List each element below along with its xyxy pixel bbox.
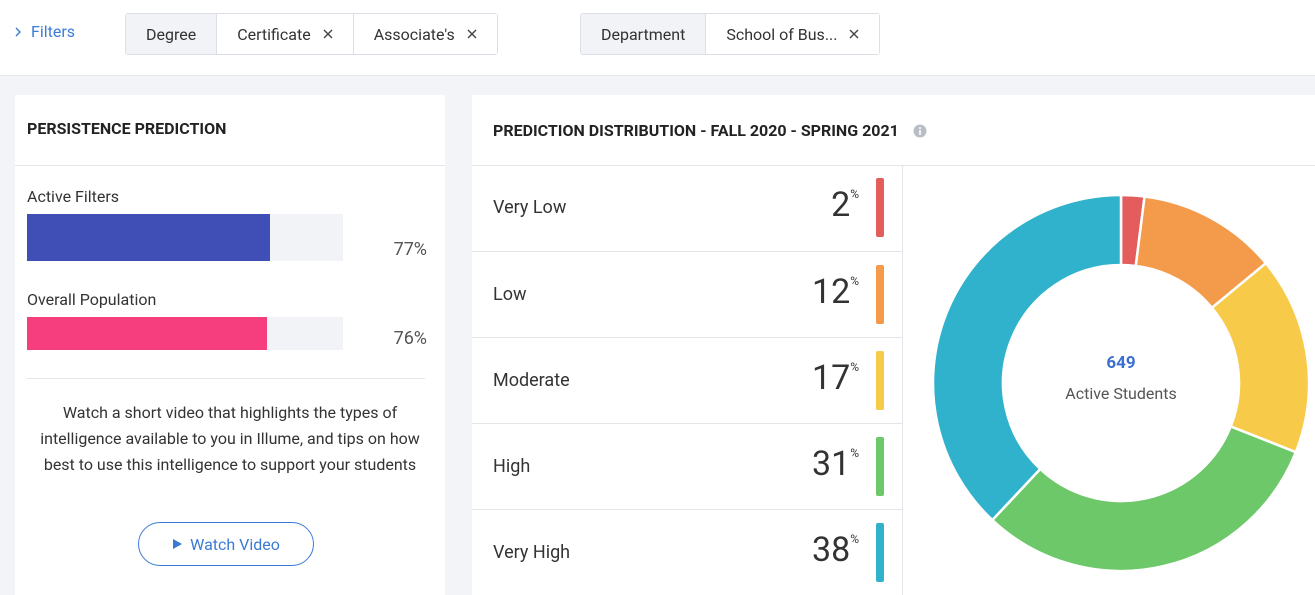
- filters-toggle[interactable]: Filters: [15, 22, 75, 41]
- level-swatch: [876, 265, 884, 324]
- description: Watch a short video that highlights the …: [40, 403, 420, 474]
- value-unit: %: [850, 446, 859, 460]
- divider: [472, 165, 1315, 166]
- bar-track: [27, 214, 343, 261]
- value-unit: %: [850, 187, 859, 201]
- level-value: 31%: [812, 444, 859, 484]
- total-label: Active Students: [1065, 384, 1176, 403]
- level-value: 38%: [812, 530, 859, 570]
- cross: [849, 29, 859, 39]
- panel-title: PERSISTENCE PREDICTION: [27, 119, 227, 138]
- level-list: Very Low 2% Low 12% Moderate 17% High 31% Very H…: [472, 165, 903, 595]
- level-label: Very Low: [493, 197, 567, 218]
- bar-track: [27, 317, 343, 350]
- bar-label: Overall Population: [27, 290, 157, 309]
- donut-chart: 649 Active Students: [931, 193, 1311, 573]
- value-number: 2: [831, 185, 851, 225]
- value-number: 17: [811, 358, 851, 398]
- value-number: 38: [811, 530, 851, 570]
- info-icon[interactable]: [913, 124, 927, 138]
- remove-icon[interactable]: [467, 29, 477, 39]
- level-swatch: [876, 523, 884, 582]
- filter-bar: Filters Degree Certificate Associate's Depa…: [0, 0, 1315, 76]
- remove-icon[interactable]: [323, 29, 333, 39]
- donut-segment: [931, 193, 1123, 522]
- divider: [27, 378, 425, 379]
- total-value: 649: [1106, 353, 1135, 373]
- bar-fill: [27, 214, 271, 261]
- filter-category: Degree: [126, 14, 217, 54]
- level-label: Moderate: [493, 370, 570, 391]
- filter-group: Degree Certificate Associate's: [125, 13, 498, 55]
- level-row: Very High 38%: [472, 509, 903, 595]
- level-value: 12%: [812, 272, 859, 312]
- filter-category: Department: [581, 14, 706, 54]
- chip-label: Certificate: [237, 24, 311, 44]
- cross: [467, 29, 477, 39]
- level-swatch: [876, 351, 884, 410]
- value-unit: %: [850, 532, 859, 546]
- watch-video-button[interactable]: Watch Video: [138, 522, 314, 566]
- play-icon: [173, 539, 183, 549]
- level-value: 2%: [831, 185, 859, 225]
- level-value: 17%: [812, 358, 859, 398]
- filter-chip[interactable]: Certificate: [216, 14, 353, 54]
- panel-header: PREDICTION DISTRIBUTION - FALL 2020 - SP…: [493, 121, 927, 140]
- filter-chip[interactable]: School of Bus...: [705, 14, 880, 54]
- bar-fill: [27, 317, 268, 350]
- persistence-panel: PERSISTENCE PREDICTION Active Filters 77%…: [15, 95, 445, 595]
- level-swatch: [876, 178, 884, 237]
- chip-label: School of Bus...: [726, 24, 838, 44]
- value-number: 12: [811, 272, 851, 312]
- divider: [15, 165, 445, 166]
- cross: [323, 29, 333, 39]
- level-swatch: [876, 437, 884, 496]
- level-row: Low 12%: [472, 251, 903, 337]
- bar-value: 77%: [393, 239, 427, 260]
- level-label: High: [493, 456, 531, 477]
- filter-chip[interactable]: Associate's: [352, 14, 497, 54]
- bar-value: 76%: [393, 328, 427, 349]
- filter-group: Department School of Bus...: [580, 13, 881, 55]
- level-row: High 31%: [472, 423, 903, 509]
- value-unit: %: [850, 360, 859, 374]
- filters-label: Filters: [31, 22, 76, 41]
- chevron-icon: [15, 27, 21, 36]
- level-label: Low: [493, 284, 527, 305]
- donut-segment: [990, 424, 1298, 573]
- level-row: Very Low 2%: [472, 165, 903, 251]
- value-number: 31: [811, 444, 851, 484]
- remove-icon[interactable]: [849, 29, 859, 39]
- value-unit: %: [850, 274, 859, 288]
- level-row: Moderate 17%: [472, 337, 903, 423]
- bar-label: Active Filters: [27, 187, 120, 206]
- panel-title: PREDICTION DISTRIBUTION - FALL 2020 - SP…: [493, 121, 899, 140]
- distribution-panel: PREDICTION DISTRIBUTION - FALL 2020 - SP…: [472, 95, 1315, 595]
- button-label: Watch Video: [190, 534, 280, 554]
- level-label: Very High: [493, 542, 571, 563]
- chip-label: Associate's: [373, 24, 455, 44]
